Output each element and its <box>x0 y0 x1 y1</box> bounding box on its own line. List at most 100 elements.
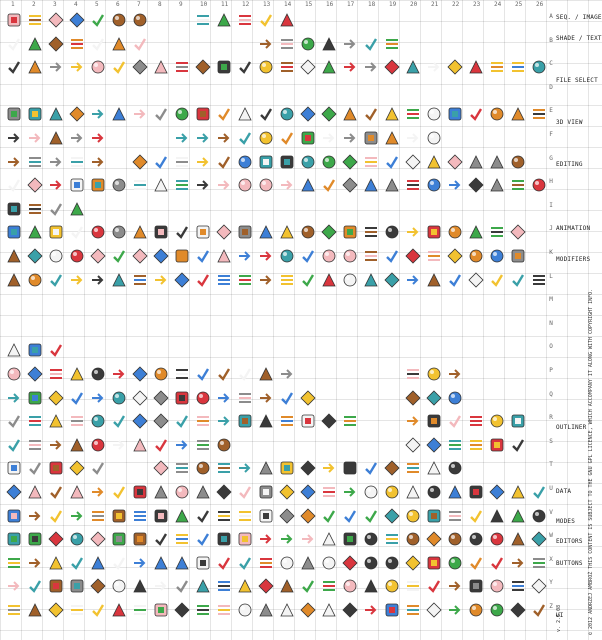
icon-cell <box>48 366 64 382</box>
icon-cell <box>48 59 64 75</box>
icon-cell <box>174 106 190 122</box>
icon-cell <box>426 437 442 453</box>
icon-cell <box>510 59 526 75</box>
icon-cell <box>48 224 64 240</box>
icon-cell <box>174 59 190 75</box>
icon-cell <box>6 390 22 406</box>
icon-cell <box>195 12 211 28</box>
icon-cell <box>279 413 295 429</box>
icon-cell <box>342 508 358 524</box>
icon-cell <box>258 130 274 146</box>
icon-cell <box>321 154 337 170</box>
icon-cell <box>90 531 106 547</box>
column-label: 14 <box>284 1 292 8</box>
row-label: O <box>549 343 553 351</box>
icon-cell <box>174 460 190 476</box>
icon-cell <box>279 36 295 52</box>
icon-cell <box>426 531 442 547</box>
icon-cell <box>279 531 295 547</box>
icon-cell <box>258 36 274 52</box>
icon-cell <box>174 484 190 500</box>
icon-cell <box>153 460 169 476</box>
icon-cell <box>258 413 274 429</box>
icon-cell <box>111 272 127 288</box>
icon-cell <box>27 106 43 122</box>
icon-cell <box>90 106 106 122</box>
icon-cell <box>447 460 463 476</box>
column-label: 18 <box>368 1 376 8</box>
icon-cell <box>6 201 22 217</box>
icon-cell <box>90 602 106 618</box>
icon-cell <box>216 460 232 476</box>
version-text: v. 2.5.08 <box>556 604 562 632</box>
row-label: T <box>549 461 553 469</box>
section-label: 3D VIEW <box>556 119 583 126</box>
icon-cell <box>111 578 127 594</box>
column-label: 21 <box>431 1 439 8</box>
column-label: 20 <box>410 1 418 8</box>
icon-cell <box>174 437 190 453</box>
column-label: 26 <box>536 1 544 8</box>
icon-cell <box>363 508 379 524</box>
icon-cell <box>69 484 85 500</box>
icon-cell <box>468 177 484 193</box>
icon-cell <box>132 413 148 429</box>
icon-cell <box>363 484 379 500</box>
icon-cell <box>405 484 421 500</box>
icon-cell <box>510 272 526 288</box>
icon-cell <box>153 106 169 122</box>
icon-cell <box>6 130 22 146</box>
icon-cell <box>342 224 358 240</box>
icon-cell <box>384 224 400 240</box>
icon-cell <box>69 602 85 618</box>
icon-cell <box>237 106 253 122</box>
icon-cell <box>384 484 400 500</box>
column-label: 3 <box>53 1 57 8</box>
icon-cell <box>6 342 22 358</box>
icon-cell <box>237 130 253 146</box>
icon-cell <box>111 531 127 547</box>
column-label: 13 <box>263 1 271 8</box>
icon-cell <box>132 248 148 264</box>
icon-cell <box>6 413 22 429</box>
icon-cell <box>426 130 442 146</box>
icon-cell <box>216 531 232 547</box>
icon-cell <box>321 130 337 146</box>
icon-cell <box>258 59 274 75</box>
icon-cell <box>27 154 43 170</box>
icon-cell <box>405 602 421 618</box>
icon-cell <box>6 460 22 476</box>
icon-cell <box>69 508 85 524</box>
icon-cell <box>384 531 400 547</box>
icon-cell <box>363 36 379 52</box>
icon-cell <box>258 484 274 500</box>
icon-cell <box>384 272 400 288</box>
icon-cell <box>363 154 379 170</box>
row-label: G <box>549 154 553 162</box>
row-label: J <box>549 225 553 233</box>
icon-cell <box>90 36 106 52</box>
row-label: K <box>549 249 553 256</box>
section-label: MODIFIERS <box>556 256 591 263</box>
icon-cell <box>111 437 127 453</box>
icon-cell <box>447 484 463 500</box>
section-label: DATA <box>556 488 572 495</box>
row-label: Z <box>549 603 553 610</box>
icon-cell <box>468 106 484 122</box>
icon-cell <box>384 177 400 193</box>
icon-cell <box>258 248 274 264</box>
icon-cell <box>363 106 379 122</box>
icon-cell <box>405 413 421 429</box>
icon-cell <box>384 106 400 122</box>
icon-cell <box>6 366 22 382</box>
icon-cell <box>468 484 484 500</box>
icon-cell <box>300 555 316 571</box>
icon-cell <box>237 366 253 382</box>
icon-cell <box>6 106 22 122</box>
icon-cell <box>300 248 316 264</box>
icon-cell <box>237 224 253 240</box>
icon-cell <box>195 106 211 122</box>
icon-cell <box>300 177 316 193</box>
icon-cell <box>237 413 253 429</box>
icon-cell <box>90 130 106 146</box>
